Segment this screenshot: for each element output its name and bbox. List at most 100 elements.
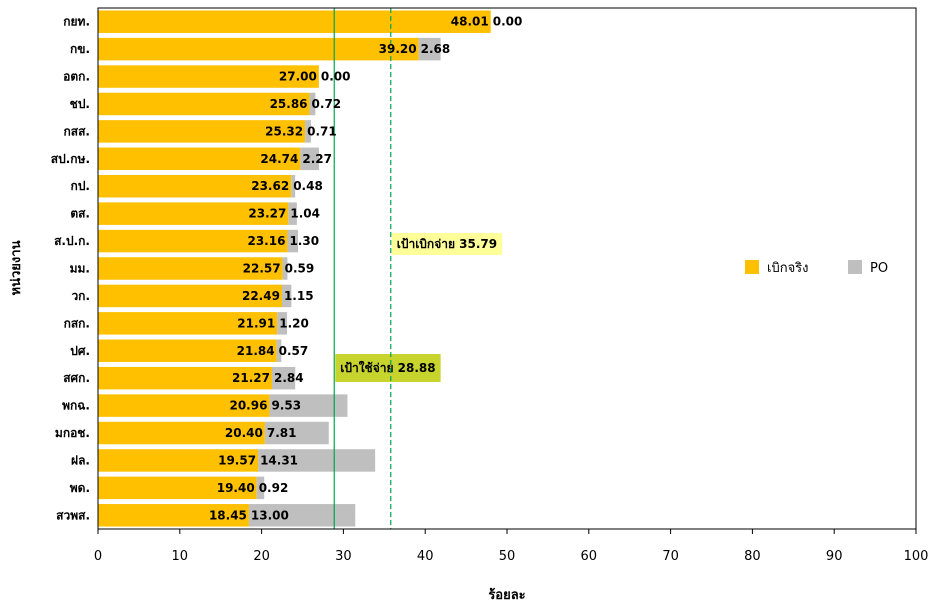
legend-swatch <box>848 260 862 274</box>
bar-actual <box>98 174 292 198</box>
bar-actual <box>98 65 319 88</box>
value-label-actual: 21.27 <box>232 371 270 385</box>
value-label-actual: 20.40 <box>225 426 263 440</box>
bar-actual <box>98 257 283 280</box>
x-tick-label: 90 <box>826 549 843 564</box>
bar-po <box>282 257 288 280</box>
bar-po <box>305 120 311 143</box>
value-label-actual: 22.57 <box>243 262 281 276</box>
category-label: ชป. <box>70 97 90 111</box>
reference-label-background <box>335 354 441 382</box>
x-axis: 0 10 20 30 40 50 60 70 80 90 100 <box>94 529 929 564</box>
category-label: สศก. <box>63 371 90 385</box>
bar-po <box>288 202 297 225</box>
value-label-po: 0.57 <box>279 344 309 358</box>
value-label-actual: 21.84 <box>237 344 275 358</box>
value-label-po: 2.68 <box>421 42 451 56</box>
x-tick-label: 100 <box>904 549 929 564</box>
bar-po <box>300 147 319 171</box>
bar-actual <box>98 339 277 363</box>
bar-actual <box>98 37 419 61</box>
value-label-po: 0.48 <box>293 179 323 193</box>
category-label: พกฉ. <box>62 399 90 413</box>
value-label-po: 14.31 <box>260 453 298 467</box>
bar-actual <box>98 147 301 171</box>
category-label: มม. <box>70 262 90 276</box>
category-label: มกอช. <box>55 426 90 440</box>
bar-po <box>287 229 299 253</box>
value-label-po: 0.00 <box>493 15 523 29</box>
reference-label-spending-target: เป้าใช้จ่าย 28.88 <box>340 360 435 375</box>
value-label-po: 13.00 <box>251 508 289 522</box>
x-tick-label: 50 <box>499 549 516 564</box>
bar-actual <box>98 312 278 335</box>
legend-label: เบิกจริง <box>767 261 809 276</box>
bar-actual <box>98 449 259 472</box>
category-label: สป.กษ. <box>51 152 90 166</box>
value-label-actual: 48.01 <box>451 15 489 29</box>
value-label-po: 9.53 <box>271 399 301 413</box>
bar-actual <box>98 120 306 143</box>
x-tick-label: 40 <box>417 549 434 564</box>
reference-label-disbursement-target: เป้าเบิกจ่าย 35.79 <box>397 237 497 251</box>
value-label-actual: 19.57 <box>218 453 256 467</box>
value-label-po: 1.30 <box>289 234 319 248</box>
x-tick-label: 20 <box>253 549 270 564</box>
category-label: กป. <box>71 179 90 193</box>
value-label-po: 0.59 <box>285 262 315 276</box>
bar-po <box>264 421 329 445</box>
bar-actual <box>98 476 257 500</box>
value-label-actual: 27.00 <box>279 70 317 84</box>
value-label-actual: 22.49 <box>242 289 280 303</box>
x-axis-title: ร้อยละ <box>488 587 525 603</box>
bar-actual <box>98 284 282 308</box>
bar-po <box>258 449 376 472</box>
value-label-actual: 24.74 <box>260 152 298 166</box>
plot-area-border <box>97 7 917 530</box>
reference-label-background <box>391 233 503 255</box>
category-label: กยท. <box>63 15 90 29</box>
bar-po <box>276 339 282 363</box>
bar-po <box>248 504 356 527</box>
value-label-po: 0.00 <box>321 70 351 84</box>
category-label: ฝล. <box>71 453 90 467</box>
value-label-actual: 19.40 <box>217 481 255 495</box>
value-label-actual: 23.16 <box>247 234 285 248</box>
x-tick-label: 10 <box>172 549 189 564</box>
bar-po <box>291 174 296 198</box>
bar-po <box>269 394 348 417</box>
value-label-actual: 21.91 <box>237 316 275 330</box>
bar-actual <box>98 421 265 445</box>
x-tick-label: 70 <box>662 549 679 564</box>
value-label-po: 1.20 <box>279 316 309 330</box>
category-label: กสก. <box>64 316 90 330</box>
category-label: พด. <box>70 481 90 495</box>
value-label-po: 0.92 <box>259 481 289 495</box>
value-label-po: 2.84 <box>274 371 304 385</box>
category-label: อตก. <box>63 70 90 84</box>
legend: เบิกจริง PO <box>745 260 888 276</box>
category-label: สวพส. <box>56 508 90 522</box>
value-label-po: 1.15 <box>284 289 314 303</box>
category-labels-layer: กยท. กข. อตก. ชป. กสส. สป.กษ. กป. ตส. ส.ป.ก. มม. ว… <box>51 15 90 523</box>
value-labels-layer: 48.01 0.00 39.20 2.68 27.00 0.00 25.86 0.72 25.3… <box>209 15 522 523</box>
value-label-po: 2.27 <box>302 152 332 166</box>
category-label: ปศ. <box>70 344 90 358</box>
value-label-po: 0.72 <box>312 97 342 111</box>
category-label: กสส. <box>64 124 90 138</box>
bar-actual <box>98 10 491 33</box>
bar-actual <box>98 92 310 116</box>
x-tick-label: 60 <box>581 549 598 564</box>
value-label-actual: 39.20 <box>379 42 417 56</box>
x-tick-label: 0 <box>94 549 102 564</box>
category-label: กข. <box>70 42 90 56</box>
value-label-actual: 18.45 <box>209 508 247 522</box>
value-label-po: 0.71 <box>307 124 337 138</box>
bar-po <box>277 312 288 335</box>
bar-actual <box>98 366 272 390</box>
x-tick-label: 80 <box>744 549 761 564</box>
legend-label: PO <box>870 261 888 276</box>
bar-po <box>309 92 316 116</box>
category-label: วก. <box>71 289 90 303</box>
